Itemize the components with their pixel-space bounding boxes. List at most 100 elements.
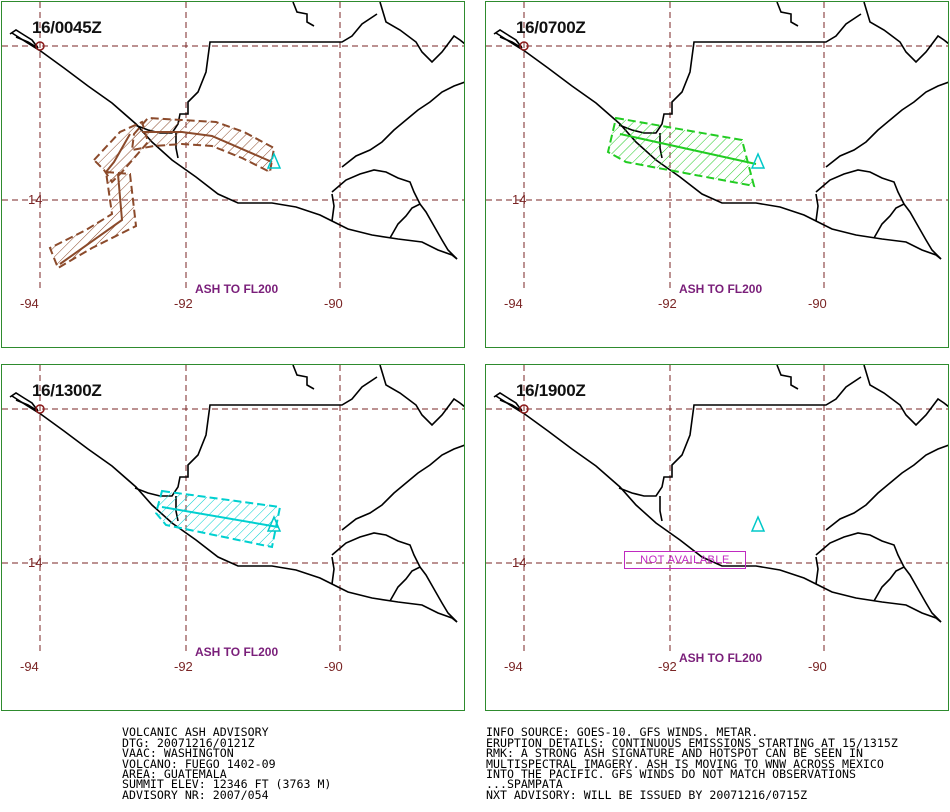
lon-label-94: -94 bbox=[504, 659, 523, 674]
coastline-detail bbox=[776, 2, 799, 27]
caribbean-coastline bbox=[825, 81, 948, 168]
coastline-detail bbox=[873, 565, 942, 623]
ash-cloud-polygon bbox=[48, 170, 138, 270]
advisory-line: VOLCANIC ASH ADVISORY bbox=[122, 725, 269, 740]
gulf-coastline bbox=[863, 2, 948, 64]
ash-level-label: ASH TO FL200 bbox=[679, 651, 763, 665]
lon-label-90: -90 bbox=[808, 659, 827, 674]
coastline-detail bbox=[493, 392, 523, 412]
advisory-line: INTO THE PACIFIC. GFS WINDS DO NOT MATCH… bbox=[486, 767, 856, 782]
advisory-line: NXT ADVISORY: WILL BE ISSUED BY 20071216… bbox=[486, 787, 808, 802]
panel-time-label: 16/1300Z bbox=[32, 381, 102, 400]
lon-label-90: -90 bbox=[324, 659, 343, 674]
lon-label-92: -92 bbox=[658, 296, 677, 311]
map-panel-0045z: 16/0045Z 14 -94 -92 -90 ASH TO FL200 bbox=[1, 1, 465, 348]
caribbean-coastline bbox=[341, 444, 464, 531]
advisory-line: ERUPTION DETAILS: CONTINUOUS EMISSIONS S… bbox=[486, 735, 898, 750]
ash-level-label: ASH TO FL200 bbox=[679, 282, 763, 296]
lon-label-94: -94 bbox=[20, 659, 39, 674]
ash-level-label: ASH TO FL200 bbox=[195, 282, 279, 296]
country-border bbox=[815, 193, 819, 222]
coastline-detail bbox=[292, 365, 315, 390]
coastline-detail bbox=[493, 29, 523, 49]
coastline-detail bbox=[9, 29, 39, 49]
lon-label-92: -92 bbox=[658, 659, 677, 674]
lat-label-14: 14 bbox=[28, 555, 43, 570]
ash-cloud-polygon bbox=[606, 116, 756, 188]
ash-cloud-polygon bbox=[130, 116, 276, 174]
advisory-details-text: INFO SOURCE: GOES-10. GFS WINDS. METAR. E… bbox=[486, 717, 898, 811]
lon-label-92: -92 bbox=[174, 659, 193, 674]
lon-label-94: -94 bbox=[504, 296, 523, 311]
ash-cloud-axis bbox=[619, 133, 757, 165]
caribbean-coastline bbox=[825, 444, 948, 531]
ash-cloud-polygon bbox=[154, 489, 282, 549]
station-marker-icon bbox=[35, 41, 45, 51]
ash-cloud-axis bbox=[105, 133, 131, 173]
advisory-line: MULTISPECTRAL IMAGERY. ASH IS MOVING TO … bbox=[486, 756, 884, 771]
lat-label-14: 14 bbox=[512, 192, 527, 207]
country-border bbox=[815, 532, 905, 568]
panel-time-label: 16/1900Z bbox=[516, 381, 586, 400]
country-border bbox=[331, 532, 421, 568]
volcano-icon bbox=[750, 152, 766, 169]
volcano-icon bbox=[266, 515, 282, 532]
lon-label-90: -90 bbox=[324, 296, 343, 311]
lon-label-92: -92 bbox=[174, 296, 193, 311]
map-canvas bbox=[2, 365, 464, 655]
country-border bbox=[618, 376, 862, 497]
lat-label-14: 14 bbox=[512, 555, 527, 570]
ash-cloud-axis bbox=[142, 131, 273, 163]
pacific-coastline bbox=[495, 32, 942, 260]
advisory-line: DTG: 20071216/0121Z bbox=[122, 735, 255, 750]
ash-cloud-axis bbox=[161, 506, 279, 528]
ash-cloud-axis bbox=[59, 173, 124, 265]
coastline-detail bbox=[9, 392, 39, 412]
volcano-icon bbox=[266, 152, 282, 169]
station-marker-icon bbox=[35, 404, 45, 414]
lon-label-90: -90 bbox=[808, 296, 827, 311]
advisory-header-text: VOLCANIC ASH ADVISORY DTG: 20071216/0121Z… bbox=[122, 717, 331, 811]
gulf-coastline bbox=[379, 365, 464, 427]
caribbean-coastline bbox=[341, 81, 464, 168]
advisory-line: ...SPAMPATA bbox=[486, 777, 563, 792]
map-panel-1300z: 16/1300Z 14 -94 -92 -90 ASH TO FL200 bbox=[1, 364, 465, 711]
panel-time-label: 16/0045Z bbox=[32, 18, 102, 37]
map-panel-1900z: 16/1900Z 14 -94 -92 -90 ASH TO FL200 NOT… bbox=[485, 364, 949, 711]
gulf-coastline bbox=[379, 2, 464, 64]
not-available-box: NOT AVAILABLE bbox=[624, 551, 746, 569]
country-border bbox=[331, 193, 335, 222]
ash-cloud-polygon bbox=[92, 120, 150, 184]
advisory-line: SUMMIT ELEV: 12346 FT (3763 M) bbox=[122, 777, 332, 792]
advisory-line: VOLCANO: FUEGO 1402-09 bbox=[122, 756, 276, 771]
advisory-line: VAAC: WASHINGTON bbox=[122, 746, 234, 761]
lat-label-14: 14 bbox=[28, 192, 43, 207]
coastline-detail bbox=[389, 565, 458, 623]
advisory-line: INFO SOURCE: GOES-10. GFS WINDS. METAR. bbox=[486, 725, 759, 740]
country-border bbox=[134, 13, 378, 134]
coastline-detail bbox=[389, 202, 458, 260]
panel-time-label: 16/0700Z bbox=[516, 18, 586, 37]
country-border bbox=[815, 169, 905, 205]
country-border bbox=[331, 169, 421, 205]
coastline-detail bbox=[873, 202, 942, 260]
ash-level-label: ASH TO FL200 bbox=[195, 645, 279, 659]
advisory-line: ADVISORY NR: 2007/054 bbox=[122, 787, 269, 802]
pacific-coastline bbox=[495, 395, 942, 623]
map-canvas bbox=[2, 2, 464, 292]
lon-label-94: -94 bbox=[20, 296, 39, 311]
advisory-line: RMK: A STRONG ASH SIGNATURE AND HOTSPOT … bbox=[486, 746, 863, 761]
map-canvas bbox=[486, 365, 948, 655]
pacific-coastline bbox=[11, 32, 458, 260]
country-border bbox=[134, 376, 378, 497]
country-border bbox=[815, 556, 819, 585]
station-marker-icon bbox=[519, 41, 529, 51]
map-canvas bbox=[486, 2, 948, 292]
country-border bbox=[618, 13, 862, 134]
country-border bbox=[659, 496, 663, 522]
volcano-icon bbox=[750, 515, 766, 532]
station-marker-icon bbox=[519, 404, 529, 414]
coastline-detail bbox=[292, 2, 315, 27]
country-border bbox=[331, 556, 335, 585]
pacific-coastline bbox=[11, 395, 458, 623]
